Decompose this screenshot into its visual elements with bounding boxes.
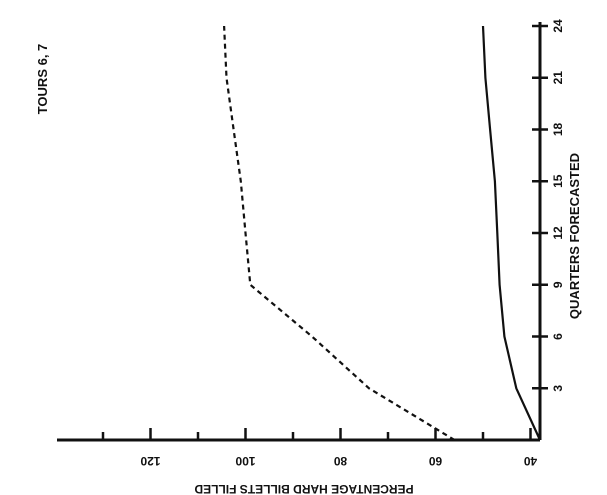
x-tick-label: 15 xyxy=(551,174,565,188)
y-tick-label: 60 xyxy=(429,454,443,468)
series-line-2-solid xyxy=(481,25,541,441)
axes xyxy=(57,22,542,442)
chart-title: TOURS 6, 7 xyxy=(35,44,50,115)
x-tick-label: 6 xyxy=(551,333,565,340)
y-axis-label: PERCENTAGE HARD BILLETS FILLED xyxy=(194,482,413,495)
x-tick-label: 9 xyxy=(551,281,565,288)
x-tick-label: 21 xyxy=(551,71,565,85)
x-tick-label: 3 xyxy=(551,385,565,392)
x-tick-label: 24 xyxy=(551,19,565,33)
y-tick-label: 40 xyxy=(524,454,538,468)
y-tick-label: 100 xyxy=(235,454,255,468)
x-tick-label: 18 xyxy=(551,123,565,137)
y-tick-label: 120 xyxy=(140,454,160,468)
y-tick-label: 80 xyxy=(334,454,348,468)
series-line-1-dashed xyxy=(223,25,456,441)
ticks: 3 6 9 12 15 18 21 24 40 60 80 100 120 xyxy=(101,19,565,468)
series xyxy=(223,25,541,441)
x-tick-label: 12 xyxy=(551,226,565,240)
x-axis-label: QUARTERS FORECASTED xyxy=(567,153,582,319)
